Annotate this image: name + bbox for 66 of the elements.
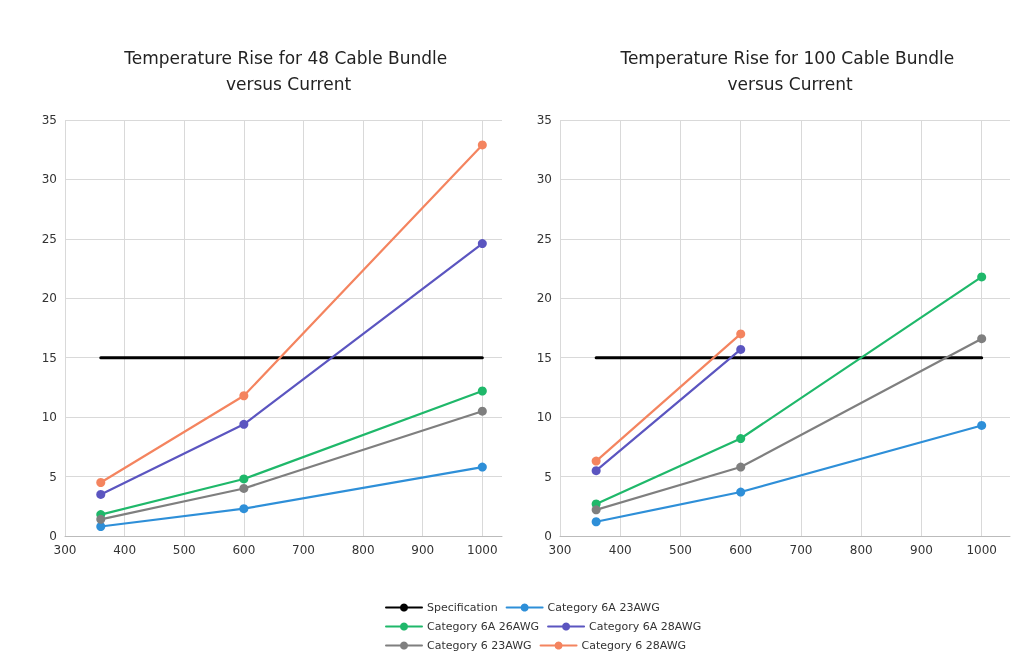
point bbox=[477, 462, 487, 472]
legend-label: Category 6A 26AWG bbox=[427, 620, 540, 633]
point bbox=[239, 474, 249, 484]
x-tick-label: 900 bbox=[909, 543, 933, 557]
point bbox=[736, 487, 746, 497]
y-tick-label: 10 bbox=[536, 410, 552, 425]
y-tick-label: 35 bbox=[536, 113, 552, 127]
x-tick-label: 1000 bbox=[966, 543, 997, 557]
y-tick-label: 0 bbox=[544, 529, 552, 543]
legend-label: Category 6 28AWG bbox=[581, 639, 687, 652]
y-tick-label: 15 bbox=[41, 350, 57, 365]
point bbox=[736, 329, 746, 339]
point bbox=[591, 456, 601, 466]
y-tick-label: 25 bbox=[41, 231, 57, 246]
x-tick-label: 300 bbox=[548, 543, 572, 557]
y-tick-label: 5 bbox=[544, 469, 552, 484]
point bbox=[96, 489, 106, 499]
y-tick-label: 25 bbox=[536, 231, 552, 246]
y-tick-label: 20 bbox=[536, 291, 552, 306]
legend-label: Specification bbox=[427, 601, 498, 614]
y-tick-label: 20 bbox=[41, 291, 57, 306]
point bbox=[239, 483, 249, 493]
point bbox=[239, 419, 249, 429]
y-tick-label: 10 bbox=[41, 410, 57, 425]
legend-label: Category 6A 23AWG bbox=[547, 601, 660, 614]
point bbox=[239, 391, 249, 401]
point bbox=[591, 517, 601, 527]
chart-title: Temperature Rise for 100 Cable Bundle versus Current bbox=[619, 48, 960, 94]
x-tick-label: 500 bbox=[669, 543, 692, 557]
point bbox=[977, 334, 987, 344]
x-tick-label: 600 bbox=[232, 543, 256, 557]
x-tick-label: 400 bbox=[608, 543, 632, 557]
x-tick-label: 300 bbox=[53, 543, 77, 557]
point bbox=[591, 505, 601, 515]
y-tick-label: 15 bbox=[536, 350, 552, 365]
chart-title: Temperature Rise for 48 Cable Bundle versus Current bbox=[123, 48, 453, 94]
point bbox=[477, 386, 487, 396]
x-tick-label: 900 bbox=[411, 543, 435, 557]
y-tick-label: 30 bbox=[41, 172, 57, 187]
point bbox=[736, 434, 746, 444]
point bbox=[477, 140, 487, 150]
point bbox=[96, 478, 106, 488]
y-tick-label: 35 bbox=[41, 113, 57, 127]
legend-label: Category 6A 28AWG bbox=[589, 620, 702, 633]
point bbox=[736, 344, 746, 354]
x-tick-label: 700 bbox=[292, 543, 315, 557]
point bbox=[239, 504, 249, 514]
y-tick-label: 5 bbox=[49, 469, 57, 484]
x-tick-label: 700 bbox=[789, 543, 813, 557]
x-tick-label: 800 bbox=[351, 543, 375, 557]
y-tick-label: 30 bbox=[536, 172, 552, 187]
point bbox=[477, 239, 487, 249]
point bbox=[96, 514, 106, 524]
point bbox=[96, 521, 106, 531]
x-tick-label: 800 bbox=[849, 543, 873, 557]
point bbox=[736, 462, 746, 472]
y-tick-label: 0 bbox=[49, 529, 57, 543]
point bbox=[591, 466, 601, 476]
point bbox=[977, 420, 987, 430]
x-tick-label: 1000 bbox=[467, 543, 498, 557]
legend-label: Category 6 23AWG bbox=[427, 639, 532, 652]
point bbox=[477, 406, 487, 416]
x-tick-label: 400 bbox=[113, 543, 137, 557]
point bbox=[977, 272, 987, 282]
x-tick-label: 600 bbox=[729, 543, 753, 557]
x-tick-label: 500 bbox=[172, 543, 196, 557]
